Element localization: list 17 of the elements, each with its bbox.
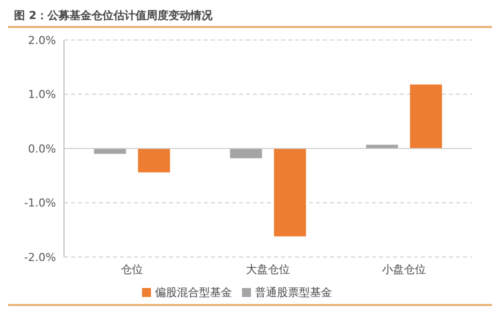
x-tick-label: 仓位 — [121, 262, 143, 276]
bar — [366, 144, 398, 148]
bar — [94, 148, 126, 154]
legend-label: 普通股票型基金 — [255, 286, 332, 299]
bar — [410, 84, 442, 148]
y-tick-label: -2.0% — [24, 250, 56, 264]
bar — [230, 148, 262, 158]
y-tick-label: 2.0% — [28, 34, 56, 47]
chart-title: 图 2：公募基金仓位估计值周度变动情况 — [13, 8, 214, 24]
bar — [274, 148, 306, 236]
y-tick-label: 0.0% — [28, 142, 56, 156]
y-tick-label: -1.0% — [24, 196, 56, 210]
legend-label: 偏股混合型基金 — [155, 286, 232, 299]
bar — [138, 148, 170, 172]
y-tick-label: 1.0% — [28, 88, 56, 102]
x-tick-label: 大盘仓位 — [246, 262, 290, 276]
x-tick-label: 小盘仓位 — [382, 262, 426, 276]
